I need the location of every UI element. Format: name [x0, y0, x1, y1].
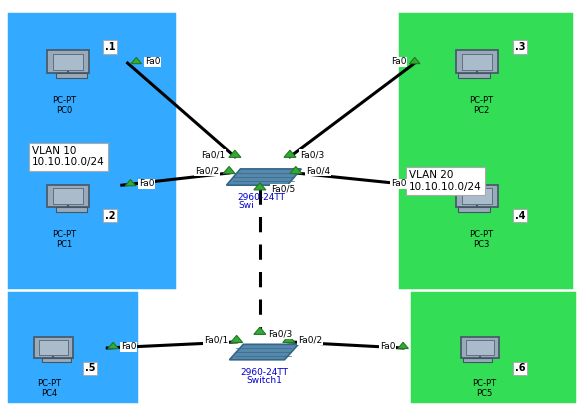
FancyBboxPatch shape	[463, 358, 492, 363]
Polygon shape	[284, 150, 296, 158]
FancyBboxPatch shape	[400, 14, 571, 287]
FancyBboxPatch shape	[42, 358, 71, 363]
Text: Fa0/4: Fa0/4	[306, 166, 330, 175]
Text: Fa0: Fa0	[121, 342, 136, 351]
Text: PC-PT
PC0: PC-PT PC0	[52, 96, 76, 115]
FancyBboxPatch shape	[458, 207, 490, 212]
Polygon shape	[131, 57, 142, 63]
Text: PC-PT
PC4: PC-PT PC4	[37, 379, 61, 398]
Polygon shape	[409, 57, 420, 63]
Text: Fa0/2: Fa0/2	[298, 335, 322, 344]
FancyBboxPatch shape	[9, 14, 174, 287]
Polygon shape	[125, 179, 136, 186]
Text: .4: .4	[515, 211, 525, 221]
Text: Fa0/3: Fa0/3	[300, 150, 324, 159]
Text: Fa0/2: Fa0/2	[195, 166, 219, 175]
FancyBboxPatch shape	[53, 54, 84, 70]
FancyBboxPatch shape	[9, 293, 136, 401]
Text: PC-PT
PC1: PC-PT PC1	[52, 230, 76, 249]
Text: Fa0/3: Fa0/3	[269, 329, 293, 338]
Text: 2960-24TT: 2960-24TT	[240, 368, 288, 377]
Text: .2: .2	[105, 211, 115, 221]
Text: .1: .1	[105, 42, 115, 52]
FancyBboxPatch shape	[462, 188, 492, 204]
FancyBboxPatch shape	[412, 293, 574, 401]
Text: Fa0: Fa0	[139, 179, 154, 188]
Polygon shape	[409, 179, 420, 186]
FancyBboxPatch shape	[34, 337, 73, 358]
FancyBboxPatch shape	[56, 207, 87, 212]
Polygon shape	[223, 166, 235, 174]
Text: Swi: Swi	[238, 201, 255, 210]
Text: PC-PT
PC5: PC-PT PC5	[472, 379, 496, 398]
Polygon shape	[226, 169, 302, 185]
FancyBboxPatch shape	[53, 188, 84, 204]
FancyBboxPatch shape	[56, 73, 87, 78]
Text: Fa0/5: Fa0/5	[271, 185, 295, 194]
Text: Fa0/1: Fa0/1	[201, 150, 225, 159]
Polygon shape	[229, 150, 241, 158]
FancyBboxPatch shape	[39, 340, 68, 355]
Text: Fa0: Fa0	[380, 342, 395, 351]
Polygon shape	[231, 335, 242, 343]
FancyBboxPatch shape	[48, 50, 89, 73]
FancyBboxPatch shape	[458, 73, 490, 78]
FancyBboxPatch shape	[456, 184, 498, 207]
Text: 2960-24TT: 2960-24TT	[237, 193, 285, 202]
FancyBboxPatch shape	[461, 337, 499, 358]
Polygon shape	[254, 327, 266, 335]
FancyBboxPatch shape	[456, 50, 498, 73]
Polygon shape	[283, 335, 295, 343]
Polygon shape	[230, 344, 299, 360]
Text: VLAN 20
10.10.10.0/24: VLAN 20 10.10.10.0/24	[409, 170, 481, 192]
Text: Fa0: Fa0	[391, 57, 406, 66]
Text: Fa0/1: Fa0/1	[204, 335, 228, 344]
FancyBboxPatch shape	[462, 54, 492, 70]
Text: PC-PT
PC2: PC-PT PC2	[469, 96, 494, 115]
Text: PC-PT
PC3: PC-PT PC3	[469, 230, 494, 249]
Text: .5: .5	[85, 363, 95, 373]
FancyBboxPatch shape	[466, 340, 494, 355]
Text: VLAN 10
10.10.10.0/24: VLAN 10 10.10.10.0/24	[32, 146, 104, 168]
FancyBboxPatch shape	[48, 184, 89, 207]
Text: .6: .6	[515, 363, 525, 373]
Polygon shape	[108, 342, 118, 348]
Text: Fa0: Fa0	[391, 179, 406, 188]
Text: Switch1: Switch1	[246, 376, 282, 385]
Polygon shape	[290, 166, 302, 174]
Text: Fa0: Fa0	[145, 57, 160, 66]
Polygon shape	[254, 183, 266, 190]
Polygon shape	[398, 342, 408, 348]
Text: .3: .3	[515, 42, 525, 52]
